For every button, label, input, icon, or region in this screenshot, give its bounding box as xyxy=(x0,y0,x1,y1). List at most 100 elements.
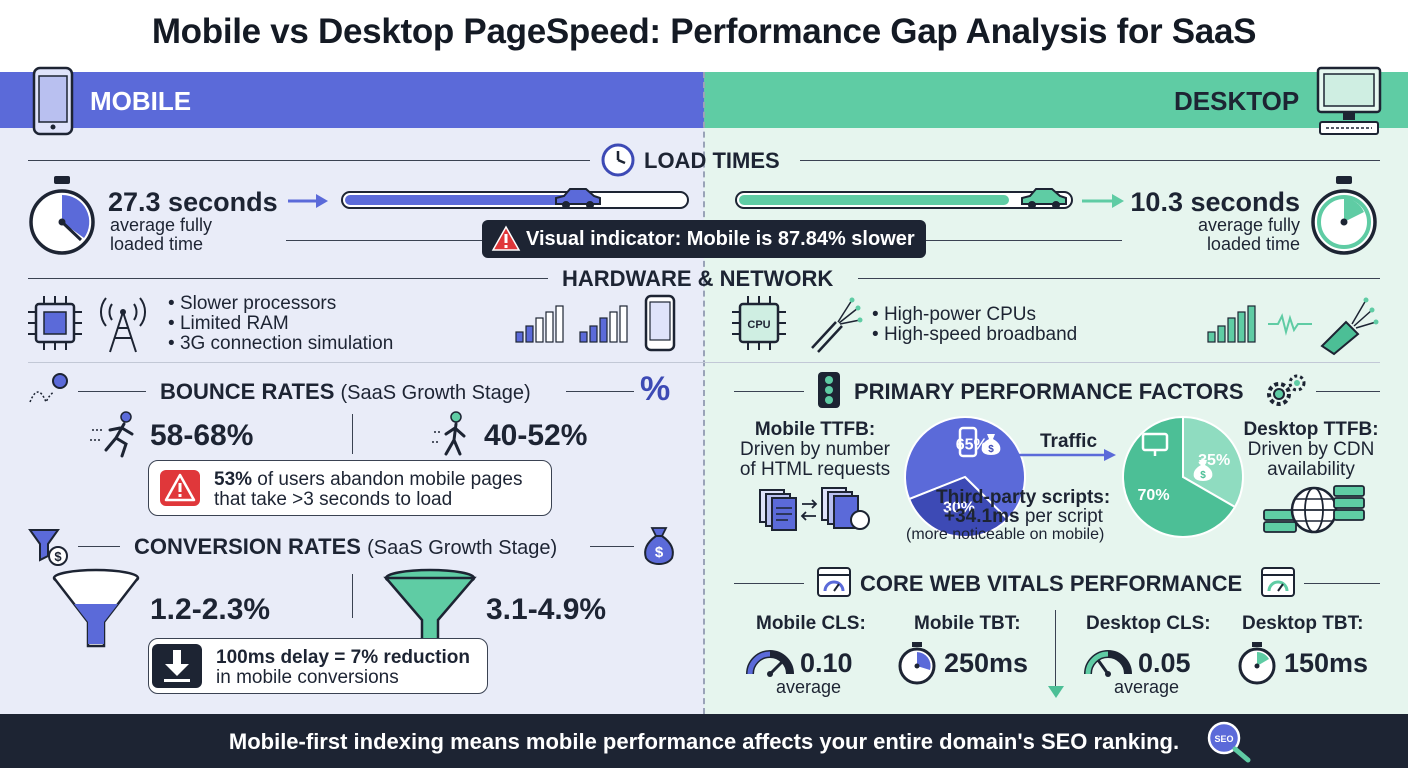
gauge-icon xyxy=(746,650,794,677)
car-icon xyxy=(1021,188,1067,209)
car-icon xyxy=(555,188,601,209)
third-party-note: (more noticeable on mobile) xyxy=(906,526,1105,543)
slowdown-indicator-text: Visual indicator: Mobile is 87.84% slowe… xyxy=(526,228,915,250)
documents-icon xyxy=(759,487,870,531)
money-bag-icon: $ xyxy=(1193,460,1213,481)
mobile-arrow xyxy=(288,194,328,208)
mobile-hw-item-1: • Slower processors xyxy=(168,293,337,314)
pie-label-d-1: 70% xyxy=(1138,487,1170,504)
mobile-load-rule xyxy=(286,240,482,241)
desktop-load-sub1: average fully xyxy=(1197,215,1300,235)
download-arrow xyxy=(164,650,190,682)
conversion-divider xyxy=(352,574,353,618)
cpu-chip-icon xyxy=(28,296,82,350)
globe-server-icon xyxy=(1263,485,1365,534)
mobile-ttfb-line2: of HTML requests xyxy=(739,459,891,480)
pie-slice-m-1 xyxy=(907,475,1010,538)
desktop-computer-icon xyxy=(1316,66,1382,135)
pie-label-d-0: 35% xyxy=(1198,452,1230,469)
desktop-cls-value: 0.05 xyxy=(1138,648,1191,678)
conversion-heading: CONVERSION RATES (SaaS Growth Stage) xyxy=(134,534,558,559)
money-bag-icon: $ xyxy=(644,527,674,566)
desktop-cls-label: Desktop CLS: xyxy=(1086,613,1211,634)
desktop-label: DESKTOP xyxy=(1174,86,1300,116)
traffic-light-icon xyxy=(818,372,840,408)
seo-badge-text: SEO xyxy=(1214,734,1233,744)
footer-bar xyxy=(0,714,1408,768)
browser-gauge-icon xyxy=(817,567,851,597)
mobile-load-sub2: loaded time xyxy=(110,234,204,254)
gauge-icon xyxy=(1084,650,1132,677)
signal-wave-icon xyxy=(1268,313,1312,336)
walking-person-icon xyxy=(432,411,466,456)
clock-icon xyxy=(601,143,635,177)
mobile-cls-sub: average xyxy=(776,677,842,697)
desktop-ttfb-line2: availability xyxy=(1267,459,1355,480)
desktop-load-sub2: loaded time xyxy=(1206,234,1300,254)
cpu-chip-label: CPU xyxy=(747,319,770,331)
traffic-label: Traffic xyxy=(1040,431,1098,452)
desktop-tbt-value: 150ms xyxy=(1284,648,1369,678)
pie-label-m-0: 65% xyxy=(956,437,988,454)
hardware-rule-right xyxy=(858,278,1380,279)
mobile-conversion-rate: 1.2-2.3% xyxy=(150,593,271,626)
svg-text:$: $ xyxy=(655,544,664,561)
section-separator xyxy=(28,362,1380,363)
traffic-arrow xyxy=(1010,449,1116,461)
desktop-tbt-label: Desktop TBT: xyxy=(1242,613,1364,634)
hardware-rule-left xyxy=(28,278,548,279)
cell-tower-icon xyxy=(99,297,147,353)
percent-icon: % xyxy=(640,370,671,408)
third-party-title: Third-party scripts: xyxy=(936,487,1111,508)
mobile-tbt-label: Mobile TBT: xyxy=(914,613,1021,634)
stopwatch-icon xyxy=(1238,642,1276,685)
desktop-ttfb-line1: Driven by CDN xyxy=(1247,439,1375,460)
seo-magnifier-icon: SEO xyxy=(1207,721,1251,763)
mobile-hw-item-2: • Limited RAM xyxy=(168,313,289,334)
desktop-arrow xyxy=(1082,194,1124,208)
load-times-rule-right xyxy=(800,160,1380,161)
hardware-heading: HARDWARE & NETWORK xyxy=(562,266,834,291)
mobile-load-time: 27.3 seconds xyxy=(108,187,278,217)
funnel-icon: $ xyxy=(28,529,68,566)
bounce-rule-left xyxy=(78,391,146,392)
smartphone-icon xyxy=(32,66,74,136)
desktop-monitor-icon xyxy=(1141,432,1169,456)
mobile-ttfb-line1: Driven by number xyxy=(740,439,890,460)
signal-bars-icon xyxy=(579,305,628,343)
pie-label-m-1: 30% xyxy=(943,499,975,516)
svg-text:$: $ xyxy=(988,444,994,455)
mobile-tbt-value: 250ms xyxy=(944,648,1029,678)
svg-text:$: $ xyxy=(54,549,62,564)
stopwatch-icon xyxy=(1311,176,1377,255)
desktop-cls-sub: average xyxy=(1114,677,1180,697)
mobile-cls-value: 0.10 xyxy=(800,648,853,678)
factors-rule-left xyxy=(734,391,804,392)
page-title: Mobile vs Desktop PageSpeed: Performance… xyxy=(151,12,1257,51)
fiber-cable-icon xyxy=(811,297,863,353)
cwv-divider xyxy=(1055,610,1056,688)
warning-triangle xyxy=(164,473,196,502)
center-divider xyxy=(703,72,705,714)
mobile-hw-item-3: • 3G connection simulation xyxy=(168,333,394,354)
browser-gauge-icon xyxy=(1261,567,1295,597)
desktop-progress-bar xyxy=(735,191,1073,209)
mobile-bounce-rate: 58-68% xyxy=(150,419,254,452)
desktop-hw-item-1: • High-power CPUs xyxy=(872,304,1036,325)
cwv-rule-left xyxy=(734,583,804,584)
abandon-callout-line1: 53% of users abandon mobile pages xyxy=(214,469,523,490)
bounce-divider xyxy=(352,414,353,454)
warning-icon xyxy=(491,225,521,251)
slowdown-indicator xyxy=(482,220,926,258)
load-times-rule-left xyxy=(28,160,590,161)
desktop-bounce-rate: 40-52% xyxy=(484,419,588,452)
desktop-factors-pie: 35% 70% xyxy=(1122,415,1244,538)
funnel-icon xyxy=(383,568,477,644)
third-party-value-line: +34.1ms per script xyxy=(944,506,1103,527)
desktop-ttfb-title: Desktop TTFB: xyxy=(1243,419,1379,440)
signal-bars-icon xyxy=(1207,305,1256,343)
abandon-callout xyxy=(148,460,552,516)
desktop-hw-item-2: • High-speed broadband xyxy=(872,324,1078,345)
cpu-chip-icon: CPU xyxy=(732,296,786,350)
stopwatch-icon xyxy=(29,176,95,255)
